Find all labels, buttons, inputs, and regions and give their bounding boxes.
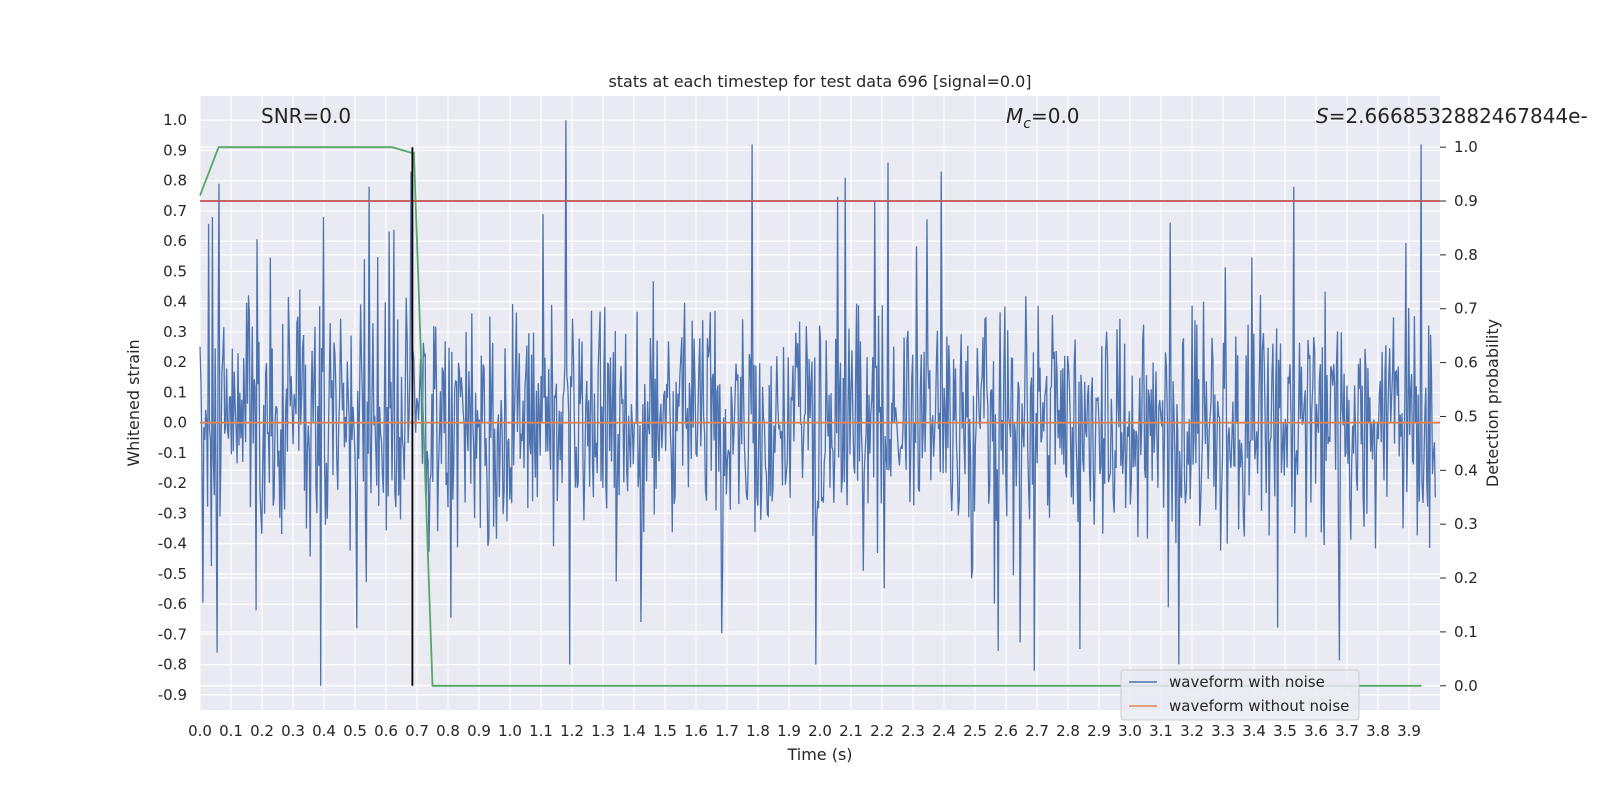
x-tick-label: 3.6 [1304,722,1328,740]
y2-tick-label: 0.7 [1454,300,1478,318]
x-tick-label: 1.6 [684,722,708,740]
y-tick-labels: -0.9 -0.8 -0.7 -0.6 -0.5 -0.4 -0.3 -0.2 -0.1 0.0 0… [158,111,187,704]
y2-tick-label: 0.3 [1454,515,1478,533]
series-waveform-with-noise [199,120,1436,686]
legend-label-waveform-without-noise: waveform without noise [1169,697,1349,715]
x-tick-label: 2.7 [1025,722,1049,740]
s-symbol: S [1316,104,1329,128]
x-tick-label: 0.0 [188,722,212,740]
x-tick-label: 3.4 [1242,722,1266,740]
x-tick-label: 2.3 [901,722,925,740]
y2-tick-label: 0.1 [1454,623,1478,641]
x-tick-label: 2.0 [808,722,832,740]
mc-subscript: c [1023,116,1031,132]
x-tick-label: 3.3 [1211,722,1235,740]
x-tick-label: 3.1 [1149,722,1173,740]
snr-annotation: SNR=0.0 [261,104,351,128]
x-tick-label: 2.8 [1056,722,1080,740]
series-detection-probability [199,146,1422,687]
x-tick-label: 0.7 [405,722,429,740]
x-tick-label: 2.4 [932,722,956,740]
y2-tick-label: 0.0 [1454,677,1478,695]
x-tick-label: 2.9 [1087,722,1111,740]
x-axis-label: Time (s) [786,745,852,764]
mc-value: =0.0 [1031,104,1080,128]
s-annotation: S=2.666853288246784​4e- [1316,104,1588,128]
y-tick-label: 0.4 [163,293,187,311]
x-tick-label: 1.2 [560,722,584,740]
y2-tick-label: 0.9 [1454,192,1478,210]
x-tick-label: 3.7 [1335,722,1359,740]
y-tick-label: -0.4 [158,535,187,553]
y2-tick-label: 0.6 [1454,354,1478,372]
x-tick-label: 1.7 [715,722,739,740]
x-tick-label: 1.5 [653,722,677,740]
legend: waveform with noise waveform without noi… [1120,669,1360,721]
x-tick-label: 0.3 [281,722,305,740]
mc-symbol: M [1006,104,1023,128]
y2-tick-label: 0.8 [1454,246,1478,264]
x-tick-label: 0.1 [219,722,243,740]
x-tick-label: 2.1 [839,722,863,740]
x-tick-label: 1.4 [622,722,646,740]
x-tick-label: 0.2 [250,722,274,740]
x-tick-label: 0.8 [436,722,460,740]
x-tick-label: 0.9 [467,722,491,740]
y-tick-label: 0.5 [163,262,187,280]
y-tick-label: -0.8 [158,656,187,674]
y-tick-label: 0.7 [163,202,187,220]
y-tick-label: 0.8 [163,172,187,190]
y-tick-label: 0.9 [163,141,187,159]
y-tick-label: -0.3 [158,504,187,522]
x-tick-label: 1.3 [591,722,615,740]
y2-tick-label: 0.2 [1454,569,1478,587]
y-tick-label: 1.0 [163,111,187,129]
mc-annotation: Mc=0.0 [1006,104,1080,132]
legend-label-waveform-with-noise: waveform with noise [1169,673,1325,691]
y-tick-label: 0.6 [163,232,187,250]
y-tick-label: -0.6 [158,595,187,613]
y2-tick-label: 0.5 [1454,407,1478,425]
legend-box [1120,669,1360,721]
y-tick-label: -0.5 [158,565,187,583]
x-tick-label: 0.6 [374,722,398,740]
y-tick-label: 0.2 [163,353,187,371]
y-tick-label: -0.7 [158,625,187,643]
x-tick-label: 1.0 [498,722,522,740]
chart-title: stats at each timestep for test data 696… [608,72,1031,91]
y2-tick-labels: 0.0 0.1 0.2 0.3 0.4 0.5 0.6 0.7 0.8 0.9 1.0 [1440,138,1478,695]
x-tick-labels: 0.0 0.1 0.2 0.3 0.4 0.5 0.6 0.7 0.8 0.9 1.0 1.1 1.2 1… [188,722,1421,740]
x-tick-label: 1.8 [746,722,770,740]
x-tick-label: 1.9 [777,722,801,740]
x-tick-label: 2.2 [870,722,894,740]
x-tick-label: 3.8 [1366,722,1390,740]
x-tick-label: 3.0 [1118,722,1142,740]
y2-tick-label: 0.4 [1454,461,1478,479]
y-tick-label: 0.3 [163,323,187,341]
x-tick-label: 1.1 [529,722,553,740]
x-tick-label: 3.5 [1273,722,1297,740]
series-layer [199,120,1440,687]
x-tick-label: 2.5 [963,722,987,740]
s-value: =2.666853288246784​4e- [1329,104,1588,128]
x-tick-label: 2.6 [994,722,1018,740]
y-tick-label: 0.0 [163,414,187,432]
y-tick-label: 0.1 [163,383,187,401]
x-tick-label: 3.9 [1397,722,1421,740]
x-tick-label: 0.4 [312,722,336,740]
y-axis-label: Whitened strain [124,339,143,466]
x-tick-label: 0.5 [343,722,367,740]
y-tick-label: -0.1 [158,444,187,462]
y-tick-label: -0.2 [158,474,187,492]
y-tick-label: -0.9 [158,686,187,704]
y2-axis-label: Detection probability [1483,319,1502,487]
y2-tick-label: 1.0 [1454,138,1478,156]
x-tick-label: 3.2 [1180,722,1204,740]
